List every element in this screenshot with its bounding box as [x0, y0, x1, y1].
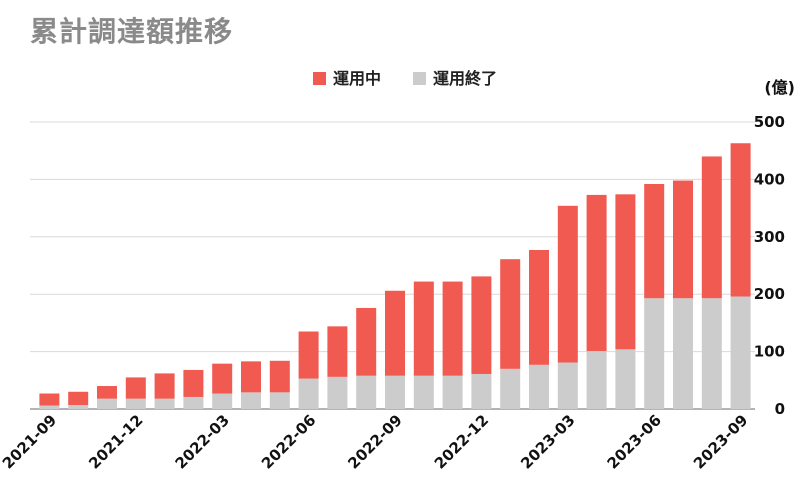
x-tick-label: 2022-12	[431, 411, 492, 472]
bar-ended	[471, 373, 492, 409]
x-tick-label: 2022-06	[258, 411, 319, 472]
bar-active	[529, 250, 549, 365]
x-tick-label: 2021-12	[85, 411, 146, 472]
bar-ended	[529, 364, 549, 409]
y-tick-label: 300	[754, 228, 785, 246]
bar-active	[644, 183, 665, 299]
bar-ended	[97, 398, 117, 409]
x-tick-label: 2023-06	[604, 411, 665, 472]
legend: 運用中 運用終了	[313, 69, 497, 88]
x-tick-label: 2021-09	[0, 411, 60, 472]
legend-label: 運用中	[333, 69, 381, 88]
chart-title: 累計調達額推移	[30, 15, 234, 48]
bar-active	[269, 360, 290, 393]
bar-active	[356, 307, 377, 376]
bar-ended	[385, 375, 405, 409]
y-tick-label: 500	[754, 113, 785, 131]
bar-active	[298, 331, 319, 379]
bar-ended	[615, 349, 636, 409]
bars	[39, 143, 751, 409]
x-tick-label: 2022-03	[172, 411, 233, 472]
bar-active	[385, 290, 405, 376]
legend-swatch	[413, 72, 426, 85]
bar-ended	[730, 296, 751, 409]
bar-ended	[298, 378, 319, 409]
bar-active	[39, 393, 60, 406]
bar-active	[673, 180, 693, 299]
bar-active	[183, 369, 204, 397]
bar-ended	[154, 398, 175, 409]
bar-ended	[557, 362, 578, 409]
bar-ended	[241, 392, 261, 409]
y-tick-label: 400	[754, 170, 785, 188]
bar-ended	[701, 298, 722, 409]
bar-ended	[269, 392, 290, 409]
bar-ended	[673, 298, 693, 409]
bar-active	[327, 326, 348, 377]
bar-active	[154, 373, 175, 399]
bar-active	[442, 281, 463, 376]
bar-ended	[413, 375, 434, 409]
bar-active	[701, 156, 722, 299]
x-tick-label: 2023-03	[517, 411, 578, 472]
bar-active	[471, 276, 492, 374]
x-tick-label: 2023-09	[690, 411, 751, 472]
x-tick-label: 2022-09	[344, 411, 405, 472]
bar-ended	[500, 368, 521, 409]
bar-ended	[442, 375, 463, 409]
bar-active	[557, 205, 578, 363]
y-tick-label: 200	[754, 285, 785, 303]
bar-ended	[356, 375, 377, 409]
bar-ended	[68, 404, 89, 409]
y-tick-label: 0	[775, 400, 785, 418]
y-tick-label: 100	[754, 343, 785, 361]
bar-active	[586, 194, 607, 352]
bar-ended	[39, 405, 60, 409]
bar-active	[125, 377, 146, 399]
bar-ended	[125, 398, 146, 409]
legend-swatch	[313, 72, 326, 85]
bar-ended	[183, 396, 204, 409]
legend-label: 運用終了	[433, 69, 497, 88]
bar-ended	[586, 351, 607, 409]
bar-active	[730, 143, 751, 297]
bar-active	[413, 281, 434, 376]
bar-active	[68, 391, 89, 405]
bar-ended	[644, 298, 665, 409]
bar-active	[97, 386, 117, 399]
bar-active	[500, 259, 521, 369]
bar-ended	[327, 376, 348, 409]
bar-ended	[212, 393, 233, 409]
y-unit-label: (億)	[764, 78, 795, 97]
bar-active	[241, 361, 261, 393]
bar-active	[615, 194, 636, 350]
bar-active	[212, 363, 233, 394]
